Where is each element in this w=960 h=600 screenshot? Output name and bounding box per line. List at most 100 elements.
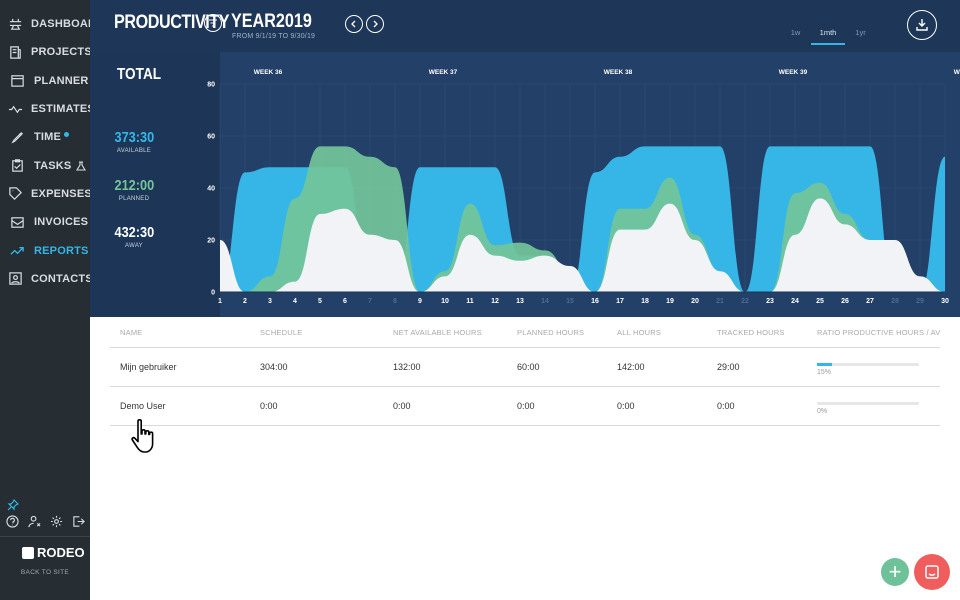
tab-1mth[interactable]: 1mth (811, 28, 845, 45)
cell-all-hours: 0:00 (617, 401, 635, 411)
filter-button[interactable] (204, 14, 222, 32)
add-button[interactable]: + (881, 558, 909, 586)
x-tick-label: 11 (466, 298, 474, 305)
column-header-schedule[interactable]: SCHEDULE (260, 328, 303, 337)
time-icon (8, 128, 26, 146)
x-tick-label: 18 (641, 298, 649, 305)
logout-icon[interactable] (71, 514, 85, 528)
page-header: PRODUCTIVITY YEAR2019 FROM 9/1/19 TO 9/3… (90, 0, 960, 52)
y-tick-label: 60 (207, 134, 215, 141)
logo-text: RODEO (37, 545, 85, 560)
column-header-tracked[interactable]: TRACKED HOURS (717, 328, 785, 337)
column-header-all-hours[interactable]: ALL HOURS (617, 328, 662, 337)
week-label: WEEK 40 (954, 69, 960, 76)
series-area-available (220, 146, 945, 292)
x-tick-label: 6 (343, 298, 347, 305)
y-tick-label: 80 (207, 82, 215, 89)
tab-1w[interactable]: 1w (790, 28, 801, 37)
contacts-icon (8, 270, 23, 288)
sidebar-item-label: EXPENSES (31, 187, 92, 200)
sidebar-item-label: PLANNER (34, 74, 89, 87)
table-row[interactable]: Mijn gebruiker 304:00 132:00 60:00 142:0… (110, 348, 940, 387)
logo-mark-icon (22, 546, 34, 559)
away-value: 432:30 (114, 224, 154, 241)
chart-panel: TOTAL 373:30 AVAILABLE 212:00 PLANNED 43… (90, 52, 960, 317)
sidebar-item-projects[interactable]: PROJECTS (0, 38, 92, 66)
x-tick-label: 8 (393, 298, 397, 305)
pin-icon[interactable] (7, 499, 19, 511)
x-tick-label: 7 (368, 298, 372, 305)
week-label: WEEK 37 (429, 69, 458, 76)
cell-ratio: 0% (817, 398, 940, 415)
sidebar-tools (5, 514, 85, 528)
sidebar: DASHBOARD PROJECTS PLANNER ESTIMATES TIM… (0, 0, 104, 600)
column-header-ratio[interactable]: RATIO PRODUCTIVE HOURS / AVA (817, 328, 940, 337)
total-label: TOTAL (117, 66, 162, 83)
user-settings-icon[interactable] (27, 514, 41, 528)
sidebar-item-tasks[interactable]: TASKS (0, 151, 90, 179)
page-title: PRODUCTIVITY (114, 12, 230, 33)
sidebar-divider (0, 536, 90, 537)
sidebar-item-contacts[interactable]: CONTACTS (0, 265, 93, 293)
sidebar-item-invoices[interactable]: INVOICES (0, 208, 90, 236)
sidebar-item-time[interactable]: TIME (0, 123, 90, 151)
period-title: YEAR2019 (231, 11, 312, 32)
column-header-name[interactable]: NAME (120, 328, 143, 337)
planned-value: 212:00 (114, 177, 154, 194)
notification-dot (64, 131, 70, 137)
cell-net-available: 0:00 (393, 401, 411, 411)
cell-name: Mijn gebruiker (120, 362, 177, 372)
cell-all-hours: 142:00 (617, 362, 645, 372)
invoices-icon (8, 213, 26, 231)
x-tick-label: 20 (691, 298, 699, 305)
previous-period-button[interactable] (345, 15, 363, 33)
rodeo-logo[interactable]: RODEO (22, 545, 85, 560)
ratio-percent: 0% (817, 407, 828, 415)
x-tick-label: 13 (516, 298, 524, 305)
sidebar-item-estimates[interactable]: ESTIMATES (0, 95, 95, 123)
x-tick-label: 4 (293, 298, 297, 305)
column-header-planned[interactable]: PLANNED HOURS (517, 328, 585, 337)
cell-net-available: 132:00 (393, 362, 421, 372)
x-tick-label: 19 (666, 298, 674, 305)
x-tick-label: 24 (791, 298, 799, 305)
x-tick-label: 23 (766, 298, 774, 305)
away-label: AWAY (125, 243, 143, 249)
tab-1yr[interactable]: 1yr (855, 28, 866, 37)
next-period-button[interactable] (366, 15, 384, 33)
sidebar-item-dashboard[interactable]: DASHBOARD (0, 10, 104, 38)
table-row[interactable]: Demo User 0:00 0:00 0:00 0:00 0:00 0% (110, 387, 940, 426)
projects-icon (8, 43, 23, 61)
sidebar-item-reports[interactable]: REPORTS (0, 236, 90, 264)
ratio-percent: 15% (817, 368, 832, 376)
sidebar-item-label: TASKS (34, 159, 72, 172)
available-value: 373:30 (114, 129, 154, 146)
x-tick-label: 30 (941, 298, 949, 305)
expenses-icon (8, 185, 23, 203)
sidebar-item-planner[interactable]: PLANNER (0, 67, 90, 95)
x-tick-label: 2 (243, 298, 247, 305)
planned-label: PLANNED (118, 196, 150, 202)
back-to-site-link[interactable]: BACK TO SITE (20, 569, 70, 576)
column-header-net-available[interactable]: NET AVAILABLE HOURS (393, 328, 482, 337)
x-tick-label: 14 (541, 298, 549, 305)
download-button[interactable] (907, 10, 937, 40)
sidebar-item-expenses[interactable]: EXPENSES (0, 180, 92, 208)
x-tick-label: 1 (218, 298, 222, 305)
x-tick-label: 9 (418, 298, 422, 305)
chevron-right-icon (373, 20, 378, 28)
ratio-bar (817, 362, 919, 366)
table-header: NAME SCHEDULE NET AVAILABLE HOURS PLANNE… (110, 318, 940, 348)
x-tick-label: 26 (841, 298, 849, 305)
x-tick-label: 29 (916, 298, 924, 305)
help-icon[interactable] (5, 514, 19, 528)
chat-button[interactable] (914, 554, 950, 590)
tasks-icon (8, 157, 26, 175)
cell-planned: 0:00 (517, 401, 535, 411)
estimates-icon (8, 100, 23, 118)
gear-icon[interactable] (49, 514, 63, 528)
sidebar-item-label: CONTACTS (31, 272, 93, 285)
cell-planned: 60:00 (517, 362, 540, 372)
week-label: WEEK 36 (254, 69, 283, 76)
sidebar-item-label: TIME (34, 131, 62, 144)
